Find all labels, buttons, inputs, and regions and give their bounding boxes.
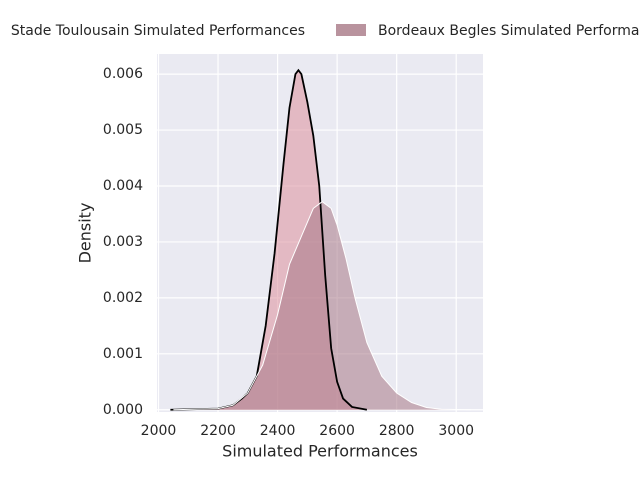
legend-label: Stade Toulousain Simulated Performances <box>11 23 305 39</box>
density-line <box>173 201 472 411</box>
y-axis-label: Density <box>76 203 95 264</box>
y-tick-label: 0.001 <box>103 346 143 362</box>
x-tick-label: 2400 <box>260 423 296 439</box>
legend-label: Bordeaux Begles Simulated Performances <box>378 23 640 39</box>
legend-swatch <box>336 24 366 36</box>
x-tick-label: 2600 <box>319 423 355 439</box>
y-tick-label: 0.006 <box>103 66 143 82</box>
x-tick-label: 2800 <box>379 423 415 439</box>
y-tick-label: 0.005 <box>103 122 143 138</box>
x-tick-label: 3000 <box>438 423 474 439</box>
y-tick-label: 0.004 <box>103 178 143 194</box>
x-tick-label: 2000 <box>141 423 177 439</box>
x-tick-label: 2200 <box>200 423 236 439</box>
density-area <box>173 201 472 410</box>
y-tick-label: 0.000 <box>103 402 143 418</box>
y-tick-label: 0.002 <box>103 290 143 306</box>
x-axis-label: Simulated Performances <box>222 442 418 461</box>
y-tick-label: 0.003 <box>103 234 143 250</box>
